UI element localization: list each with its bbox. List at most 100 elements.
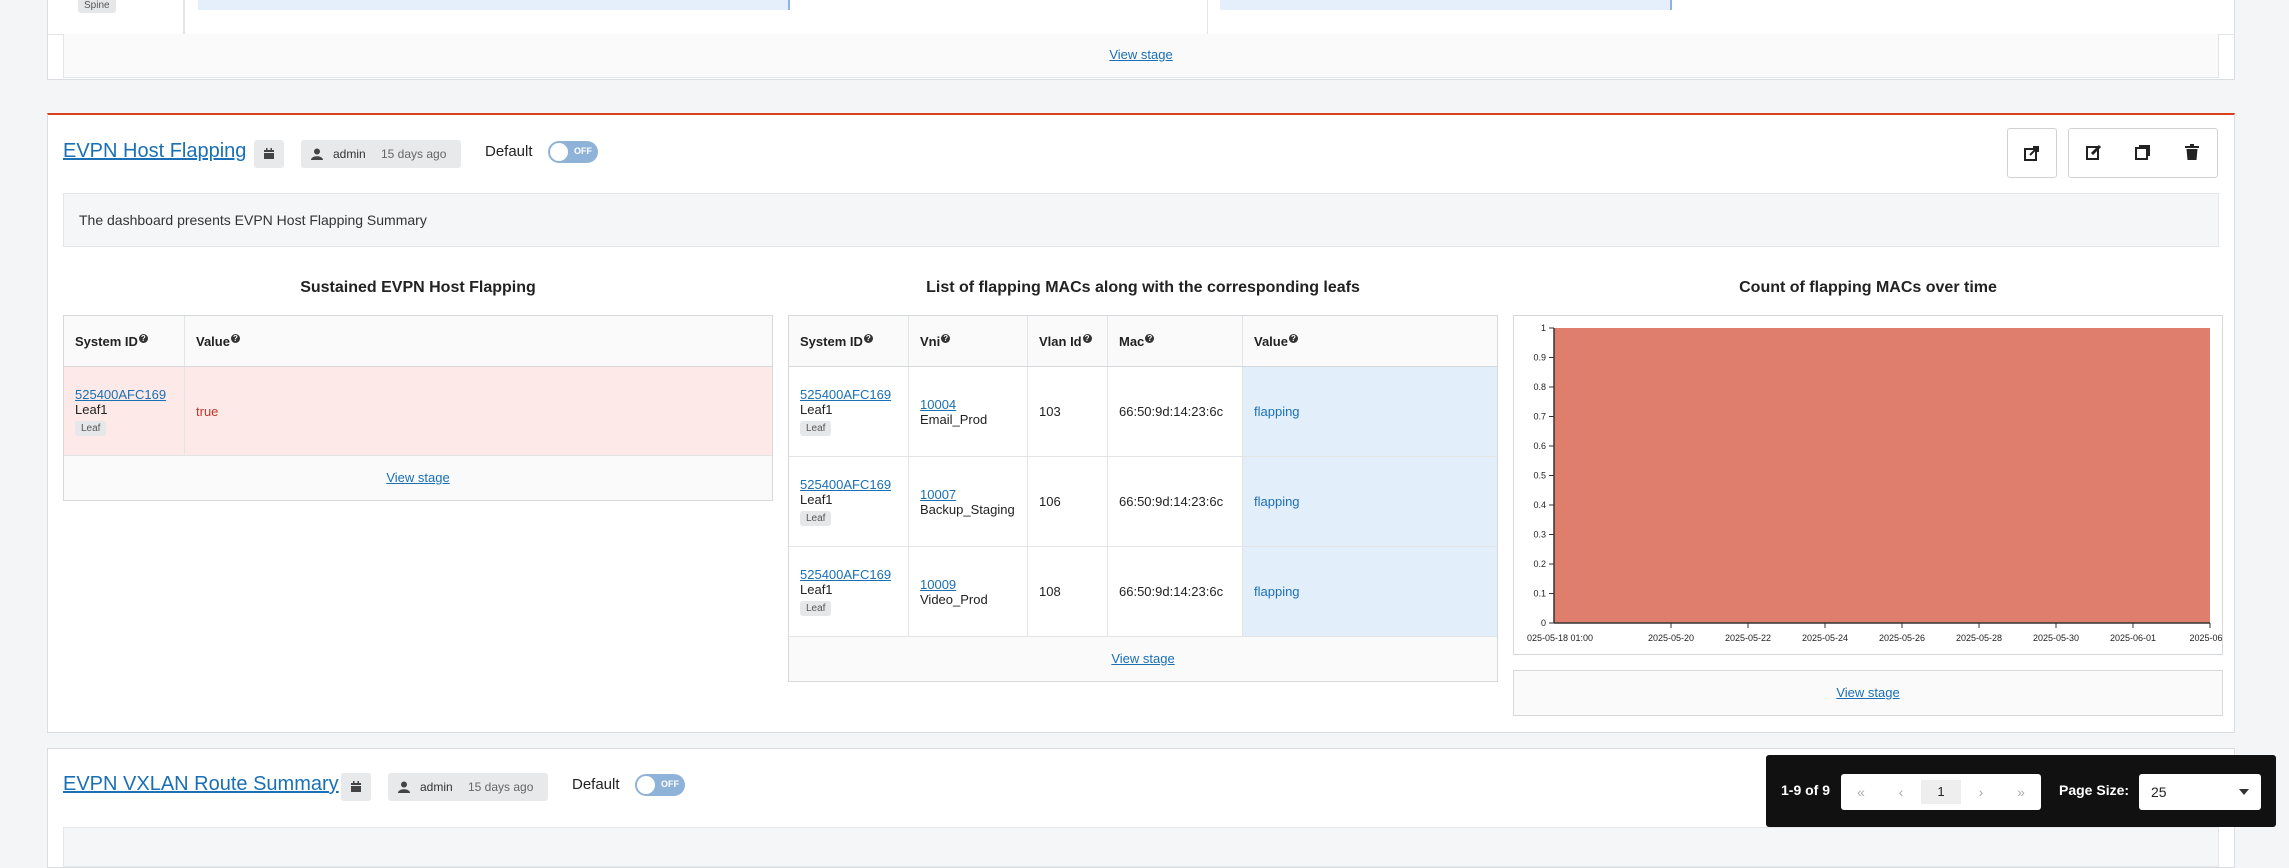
vlan-cell: 103 xyxy=(1027,366,1108,457)
system-id-link[interactable]: 525400AFC169 xyxy=(800,477,892,492)
widget3-title: Count of flapping MACs over time xyxy=(1739,279,1997,296)
widget1-title: Sustained EVPN Host Flapping xyxy=(300,279,536,296)
top-row-cell-mid xyxy=(1207,0,1208,34)
page-size-label: Page Size: xyxy=(2059,782,2130,798)
x-tick-label: 2025-05-26 xyxy=(1879,633,1925,643)
page-nav: « ‹ 1 › » xyxy=(1841,774,2041,810)
system-id-cell: 525400AFC169 Leaf1 Leaf xyxy=(789,546,909,637)
vni-link[interactable]: 10004 xyxy=(920,396,957,412)
value-cell: true xyxy=(184,366,772,456)
vlan-cell: 108 xyxy=(1027,546,1108,637)
vxlan-description-box xyxy=(63,827,2219,867)
edit-icon xyxy=(2085,144,2101,160)
widget2-table: System ID? Vni? Vlan Id? Mac? Value? 525… xyxy=(788,315,1498,682)
help-icon[interactable]: ? xyxy=(1288,333,1298,343)
edit-button[interactable] xyxy=(2069,144,2118,163)
role-badge: Leaf xyxy=(800,601,832,616)
calendar-chip[interactable] xyxy=(341,773,371,801)
calendar-icon xyxy=(264,148,274,159)
owner-time: 15 days ago xyxy=(468,780,534,794)
default-label: Default xyxy=(572,776,620,793)
vni-link[interactable]: 10007 xyxy=(920,486,957,502)
widget2-view-stage-link[interactable]: View stage xyxy=(789,637,1497,681)
x-tick-label: 2025-05-22 xyxy=(1725,633,1771,643)
col-value: Value? xyxy=(184,316,772,367)
x-tick-label: 025-05-18 01:00 xyxy=(1527,633,1593,643)
page-size-select[interactable]: 25 xyxy=(2139,774,2261,810)
owner-name: admin xyxy=(333,147,366,161)
y-tick-label: 0.3 xyxy=(1533,530,1546,540)
x-tick-label: 2025-05-24 xyxy=(1802,633,1848,643)
top-row-cell-left xyxy=(183,0,185,34)
system-id-link[interactable]: 525400AFC169 xyxy=(800,387,892,402)
prev-page-button[interactable]: ‹ xyxy=(1898,784,1904,800)
evpn-flapping-card: EVPN Host Flapping admin 15 days ago Def… xyxy=(47,113,2235,733)
system-name: Leaf1 xyxy=(800,402,833,417)
page-range: 1-9 of 9 xyxy=(1781,782,1831,798)
value-text: true xyxy=(196,403,219,419)
clone-icon xyxy=(2134,144,2150,160)
col-system-id: System ID? xyxy=(789,316,909,367)
y-tick-label: 0.1 xyxy=(1533,589,1546,599)
system-id-link[interactable]: 525400AFC169 xyxy=(75,386,167,402)
widget1-view-stage-link[interactable]: View stage xyxy=(64,456,772,500)
vni-link[interactable]: 10009 xyxy=(920,576,957,592)
description-box: The dashboard presents EVPN Host Flappin… xyxy=(63,193,2219,247)
help-icon[interactable]: ? xyxy=(941,333,951,343)
col-system-id: System ID? xyxy=(64,316,185,367)
help-icon[interactable]: ? xyxy=(138,333,148,343)
owner-chip: admin 15 days ago xyxy=(388,773,548,801)
chevron-down-icon xyxy=(2239,789,2249,795)
widget2-header-row: System ID? Vni? Vlan Id? Mac? Value? xyxy=(789,316,1497,367)
next-page-button[interactable]: › xyxy=(1978,784,1984,800)
help-icon[interactable]: ? xyxy=(230,333,240,343)
y-tick-label: 0.9 xyxy=(1533,353,1546,363)
table-row: 525400AFC169 Leaf1 Leaf 10004 Email_Prod 10… xyxy=(789,366,1497,457)
default-toggle[interactable]: OFF xyxy=(548,141,598,163)
user-icon xyxy=(398,781,410,793)
system-id-cell: 525400AFC169 Leaf1 Leaf xyxy=(64,366,185,456)
calendar-chip[interactable] xyxy=(254,140,284,168)
vlan-cell: 106 xyxy=(1027,456,1108,547)
calendar-icon xyxy=(351,781,361,792)
description-text: The dashboard presents EVPN Host Flappin… xyxy=(79,212,427,228)
area-series xyxy=(1554,328,2210,623)
mac-cell: 66:50:9d:14:23:6c xyxy=(1107,366,1243,457)
help-icon[interactable]: ? xyxy=(1145,333,1155,343)
help-icon[interactable]: ? xyxy=(863,333,873,343)
table-row: 525400AFC169 Leaf1 Leaf 10009 Video_Prod 10… xyxy=(789,546,1497,637)
trash-icon xyxy=(2185,143,2200,160)
value-cell: flapping xyxy=(1242,456,1497,547)
dashboard-title[interactable]: EVPN VXLAN Route Summary xyxy=(63,773,339,795)
first-page-button[interactable]: « xyxy=(1857,784,1865,800)
vni-cell: 10004 Email_Prod xyxy=(908,366,1028,457)
help-icon[interactable]: ? xyxy=(1082,333,1092,343)
y-tick-label: 0.5 xyxy=(1533,471,1546,481)
dashboard-title[interactable]: EVPN Host Flapping xyxy=(63,140,247,162)
y-tick-label: 0.6 xyxy=(1533,441,1546,451)
owner-name: admin xyxy=(420,780,453,794)
top-row-highlight-1 xyxy=(198,0,788,10)
widget2-title: List of flapping MACs along with the cor… xyxy=(926,279,1360,296)
system-id-link[interactable]: 525400AFC169 xyxy=(800,567,892,582)
top-card: Spine View stage xyxy=(47,0,2235,80)
share-button[interactable] xyxy=(2007,128,2057,178)
y-tick-label: 0.7 xyxy=(1533,412,1546,422)
mac-cell: 66:50:9d:14:23:6c xyxy=(1107,546,1243,637)
default-toggle[interactable]: OFF xyxy=(635,774,685,796)
top-view-stage-link[interactable]: View stage xyxy=(1109,47,1173,62)
current-page[interactable]: 1 xyxy=(1921,780,1961,804)
x-tick-label: 2025-06-01 xyxy=(2110,633,2156,643)
delete-button[interactable] xyxy=(2168,143,2217,163)
chart-view-stage-bar: View stage xyxy=(1513,670,2223,716)
default-label: Default xyxy=(485,143,533,160)
vni-name: Email_Prod xyxy=(920,411,988,427)
clone-button[interactable] xyxy=(2118,144,2167,163)
chart-panel: 0 0.1 0.2 0.3 0.4 0.5 0.6 0.7 0.8 0.9 1 025-05-18 0… xyxy=(1513,315,2231,655)
last-page-button[interactable]: » xyxy=(2017,784,2025,800)
top-row-sep-1 xyxy=(788,0,790,10)
x-tick-label: 2025-05-28 xyxy=(1956,633,2002,643)
widget3-view-stage-link[interactable]: View stage xyxy=(1514,671,2222,715)
role-badge: Leaf xyxy=(75,420,107,436)
owner-time: 15 days ago xyxy=(381,147,447,161)
